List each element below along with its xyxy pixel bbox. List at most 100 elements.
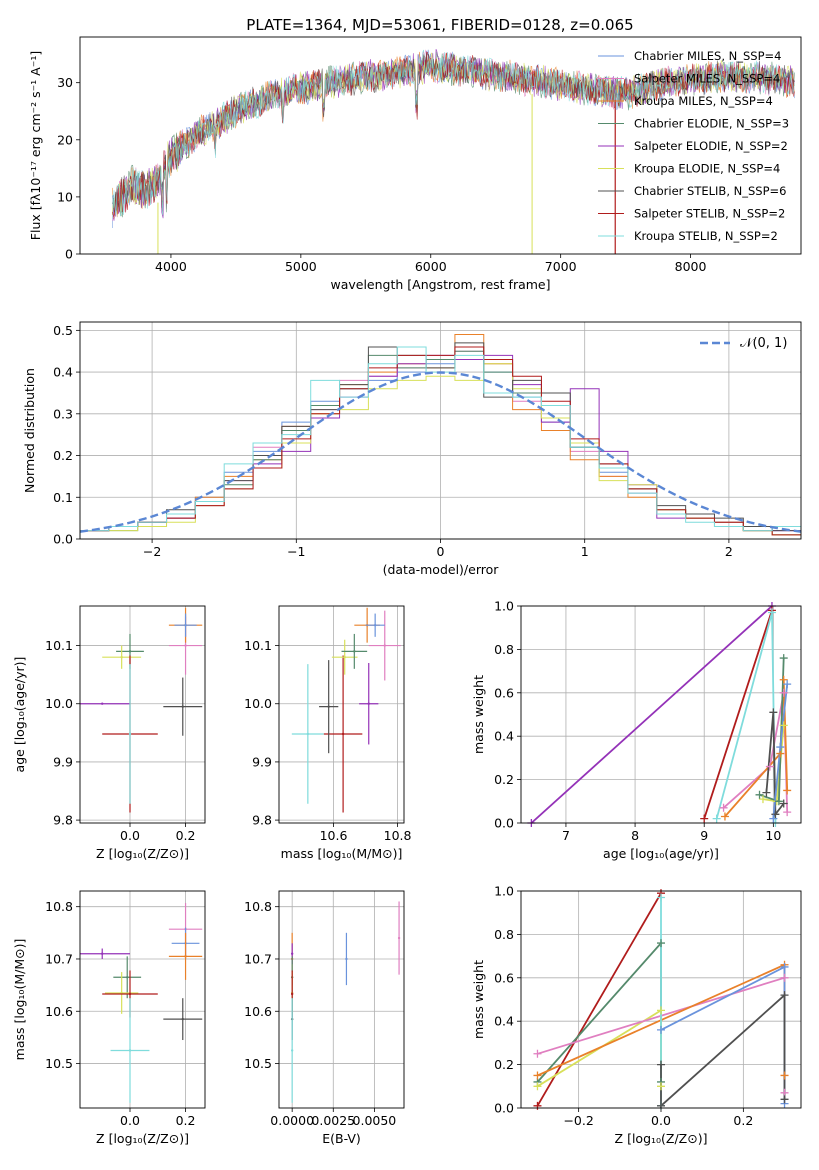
mass_vs_Z-ytick-label-0: 10.5 — [45, 1056, 73, 1071]
age_vs_mass-point-1 — [341, 732, 345, 736]
residuals-ytick-label-4: 0.4 — [53, 365, 73, 380]
mass_vs_ebv-point-1 — [345, 957, 348, 961]
mass_vs_ebv-ytick-label-0: 10.5 — [244, 1056, 272, 1071]
age_vs_Z-ytick-label-0: 9.8 — [53, 813, 73, 828]
weight_vs_Z-ytick-label-4: 0.8 — [494, 927, 514, 942]
weight_vs_age-marker-5-0 — [758, 795, 767, 804]
age_vs_Z-ylabel: age [log₁₀(age/yr)] — [12, 657, 27, 773]
weight_vs_Z-series-0 — [536, 892, 662, 1107]
weight_vs_age-ytick-label-1: 0.2 — [494, 772, 514, 787]
weight_vs_age-marker-3-2 — [779, 688, 788, 697]
age_vs_mass-point-5 — [353, 650, 356, 653]
mass_vs_ebv-point-6 — [290, 992, 294, 996]
residuals-xtick-label-1: −1 — [287, 544, 305, 559]
weight_vs_Z-marker-7-0 — [657, 1060, 665, 1069]
age_vs_Z-point-3 — [184, 644, 187, 647]
weight_vs_Z-marker-2-2 — [657, 1082, 665, 1091]
mass_vs_Z-point-1 — [126, 976, 129, 979]
weight_vs_Z-marker-7-2 — [780, 991, 789, 1000]
spectrum-ylabel: Flux [fλ10⁻¹⁷ erg cm⁻² s⁻¹ A⁻¹] — [28, 51, 43, 240]
weight_vs_Z-marker-7-1 — [657, 1101, 665, 1110]
age_vs_mass-xtick-label-0: 10.6 — [320, 828, 348, 843]
mass_vs_ebv-ytick-label-3: 10.8 — [244, 899, 272, 914]
residuals-xtick-label-4: 2 — [725, 544, 733, 559]
residuals-ytick-label-5: 0.5 — [53, 323, 73, 338]
spectrum-xtick-label-0: 4000 — [155, 259, 187, 274]
spectrum-xtick-label-1: 5000 — [285, 259, 317, 274]
weight_vs_age-xtick-label-1: 8 — [631, 828, 639, 843]
spectrum-ytick-label-0: 0 — [65, 247, 73, 262]
residuals-xtick-label-3: 1 — [581, 544, 589, 559]
spectrum-xtick-label-2: 6000 — [415, 259, 447, 274]
weight_vs_Z-ytick-label-5: 1.0 — [494, 884, 514, 899]
mass_vs_ebv-xtick-label-2: 0.0050 — [353, 1113, 397, 1128]
weight_vs_age-marker-8-0 — [769, 814, 778, 823]
mass_vs_Z-xtick-label-1: 0.2 — [176, 1113, 196, 1128]
age_vs_Z-point-5 — [184, 623, 187, 627]
gaussian-curve — [80, 371, 801, 533]
age_vs_mass-point-3 — [367, 702, 370, 705]
weight_vs_Z-marker-0-0 — [533, 1101, 542, 1110]
weight_vs_Z-marker-5-1 — [780, 962, 789, 971]
weight_vs_age-ytick-label-4: 0.8 — [494, 642, 514, 657]
mass_vs_ebv-point-0 — [397, 936, 401, 940]
weight_vs_Z-ytick-label-2: 0.4 — [494, 1014, 514, 1029]
mass_vs_ebv-point-8 — [290, 1049, 294, 1052]
spectrum-xtick-label-3: 7000 — [545, 259, 577, 274]
age_vs_Z-ytick-label-1: 9.9 — [53, 754, 73, 769]
weight_vs_age-marker-7-3 — [779, 799, 788, 808]
weight_vs_Z-ylabel: mass weight — [471, 960, 486, 1039]
mass_vs_ebv-frame — [278, 890, 405, 1109]
weight_vs_age-plot-area — [530, 606, 789, 823]
age_vs_Z-point-0 — [101, 702, 104, 705]
age_vs_mass-xtick-label-1: 10.8 — [384, 828, 412, 843]
age_vs_mass-point-0 — [306, 732, 310, 736]
weight_vs_Z-series-1 — [536, 940, 662, 1083]
weight_vs_age-axes: 7 8 9 10 0.0 0.2 0.4 0.6 0.8 1.0 age [log₁₀(age/yr… — [471, 599, 801, 861]
weight_vs_age-ylabel: mass weight — [471, 675, 486, 754]
weight_vs_age-ytick-label-2: 0.4 — [494, 729, 514, 744]
age_vs_Z-xlabel: Z [log₁₀(Z/Z⊙)] — [96, 846, 189, 861]
mass_vs_ebv-ytick-label-2: 10.7 — [244, 951, 272, 966]
spectrum-ytick-label-3: 30 — [57, 75, 73, 90]
weight_vs_Z-ytick-label-3: 0.6 — [494, 970, 514, 985]
weight_vs_age-marker-4-0 — [720, 812, 729, 821]
weight_vs_age-ytick-label-3: 0.6 — [494, 685, 514, 700]
spectrum-ytick-label-2: 20 — [57, 132, 73, 147]
residuals-axes: −2 −1 0 1 2 0.0 0.1 0.2 0.3 0.4 0.5 (data-model)/er… — [22, 322, 801, 577]
weight_vs_Z-marker-2-1 — [657, 1006, 665, 1015]
residuals-xtick-label-2: 0 — [437, 544, 445, 559]
weight_vs_age-xlabel: age [log₁₀(age/yr)] — [603, 846, 719, 861]
weight_vs_age-marker-6-2 — [779, 654, 788, 663]
weight_vs_Z-plot-area — [536, 892, 786, 1108]
residuals-xtick-label-0: −2 — [143, 544, 161, 559]
weight_vs_age-frame — [520, 605, 802, 824]
mass_vs_Z-ylabel: mass [log₁₀(M/M⊙)] — [12, 939, 27, 1061]
age_vs_mass-ytick-label-2: 10.0 — [244, 696, 272, 711]
weight_vs_age-xtick-label-3: 10 — [765, 828, 781, 843]
age_vs_Z-plot-area — [80, 607, 203, 813]
weight_vs_age-ytick-label-5: 1.0 — [494, 599, 514, 614]
spectrum-line-8 — [112, 49, 795, 217]
weight_vs_age-marker-3-0 — [719, 803, 728, 812]
spectrum-legend-label-0: Chabrier MILES, N_SSP=4 — [634, 49, 781, 63]
mass_vs_ebv-plot-area — [290, 901, 401, 1103]
age_vs_mass-point-2 — [327, 705, 330, 708]
mass_vs_ebv-point-3 — [290, 952, 294, 955]
weight_vs_age-marker-8-2 — [783, 680, 792, 689]
weight_vs_Z-marker-5-0 — [657, 1025, 665, 1034]
mass_vs_Z-frame — [79, 890, 206, 1109]
weight_vs_Z-marker-3-0 — [533, 1049, 542, 1058]
weight_vs_age-marker-6-0 — [755, 790, 764, 799]
weight_vs_Z-series-5 — [660, 965, 786, 1104]
weight_vs_Z-marker-3-1 — [780, 973, 789, 982]
weight_vs_age-ytick-label-0: 0.0 — [494, 816, 514, 831]
spectrum-ytick-label-1: 10 — [57, 189, 73, 204]
age_vs_Z-frame — [79, 605, 206, 824]
weight_vs_age-marker-2-0 — [712, 814, 721, 823]
residual-legend-label: 𝒩(0, 1) — [740, 336, 787, 351]
spectrum-legend-label-6: Chabrier STELIB, N_SSP=6 — [634, 184, 786, 198]
spectrum-legend-label-2: Kroupa MILES, N_SSP=4 — [634, 94, 773, 108]
age_vs_mass-frame — [278, 605, 405, 824]
